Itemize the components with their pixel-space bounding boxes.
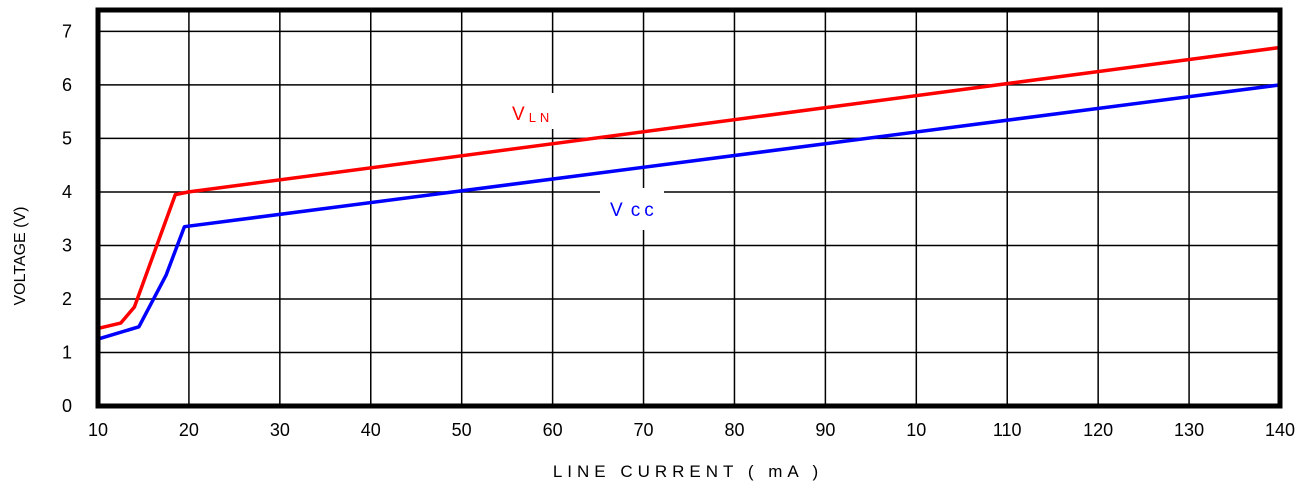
y-tick-label: 5	[62, 128, 72, 148]
series-label-vcc-main: V	[610, 200, 627, 221]
y-tick-label: 7	[62, 21, 72, 41]
svg-text:VLN: VLN	[512, 104, 553, 125]
series-label-vln-main: V	[512, 104, 529, 125]
y-tick-label: 3	[62, 235, 72, 255]
x-tick-labels: 10 20 30 40 50 60 70 80 90 10 110 120 130 140	[88, 420, 1295, 440]
x-axis-label: LINE CURRENT ( mA )	[553, 462, 823, 481]
x-tick-label: 110	[993, 420, 1022, 440]
series-line-v-ln	[97, 45, 1281, 331]
y-tick-label: 0	[62, 396, 72, 416]
x-tick-label: 10	[88, 420, 108, 440]
y-tick-label: 4	[62, 182, 72, 202]
x-tick-label: 40	[361, 420, 381, 440]
svg-text:Vcc: Vcc	[610, 200, 658, 221]
x-tick-label: 80	[724, 420, 744, 440]
x-tick-label: 30	[270, 420, 290, 440]
x-tick-label: 120	[1083, 420, 1113, 440]
x-tick-label: 90	[815, 420, 835, 440]
series-label-vcc-sub: cc	[631, 200, 658, 221]
series-lines	[97, 45, 1281, 341]
y-axis-label: VOLTAGE (V)	[12, 207, 29, 306]
x-tick-label: 20	[179, 420, 199, 440]
grid-lines	[98, 10, 1280, 406]
series-label-vln-sub: LN	[529, 110, 554, 125]
series-line-vcc	[97, 83, 1281, 341]
x-tick-label: 50	[452, 420, 472, 440]
x-tick-label: 10	[906, 420, 926, 440]
series-label-vln: VLN	[503, 93, 565, 129]
x-tick-label: 140	[1265, 420, 1295, 440]
y-tick-labels: 0 1 2 3 4 5 6 7	[62, 21, 72, 416]
y-tick-label: 6	[62, 75, 72, 95]
x-tick-label: 130	[1174, 420, 1204, 440]
y-tick-label: 2	[62, 289, 72, 309]
y-tick-label: 1	[62, 342, 72, 362]
x-tick-label: 60	[543, 420, 563, 440]
x-tick-label: 70	[634, 420, 654, 440]
plot-frame	[95, 7, 1283, 409]
